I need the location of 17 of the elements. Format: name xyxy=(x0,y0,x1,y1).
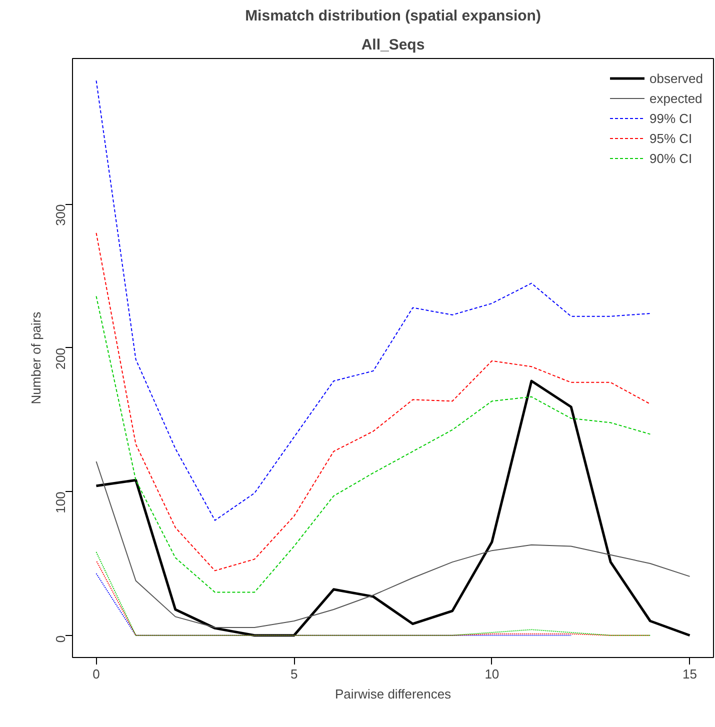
legend-label: observed xyxy=(650,70,703,86)
y-axis-title: Number of pairs xyxy=(28,311,44,404)
chart-title: Mismatch distribution (spatial expansion) xyxy=(245,8,541,24)
chart-subtitle: All_Seqs xyxy=(361,36,425,54)
legend-label: 90% CI xyxy=(650,150,692,166)
x-tick-label: 15 xyxy=(682,666,697,682)
x-tick-label: 0 xyxy=(92,666,100,682)
legend-label: 99% CI xyxy=(650,110,692,126)
legend-label: expected xyxy=(650,90,702,106)
y-tick-label: 100 xyxy=(53,492,68,514)
y-tick-label: 0 xyxy=(53,635,68,643)
legend-label: 95% CI xyxy=(650,130,692,146)
x-axis-title: Pairwise differences xyxy=(334,686,452,702)
y-tick-label: 200 xyxy=(53,348,68,370)
y-tick-label: 300 xyxy=(53,204,68,226)
x-tick-label: 5 xyxy=(290,666,298,682)
x-tick-label: 10 xyxy=(484,666,500,682)
